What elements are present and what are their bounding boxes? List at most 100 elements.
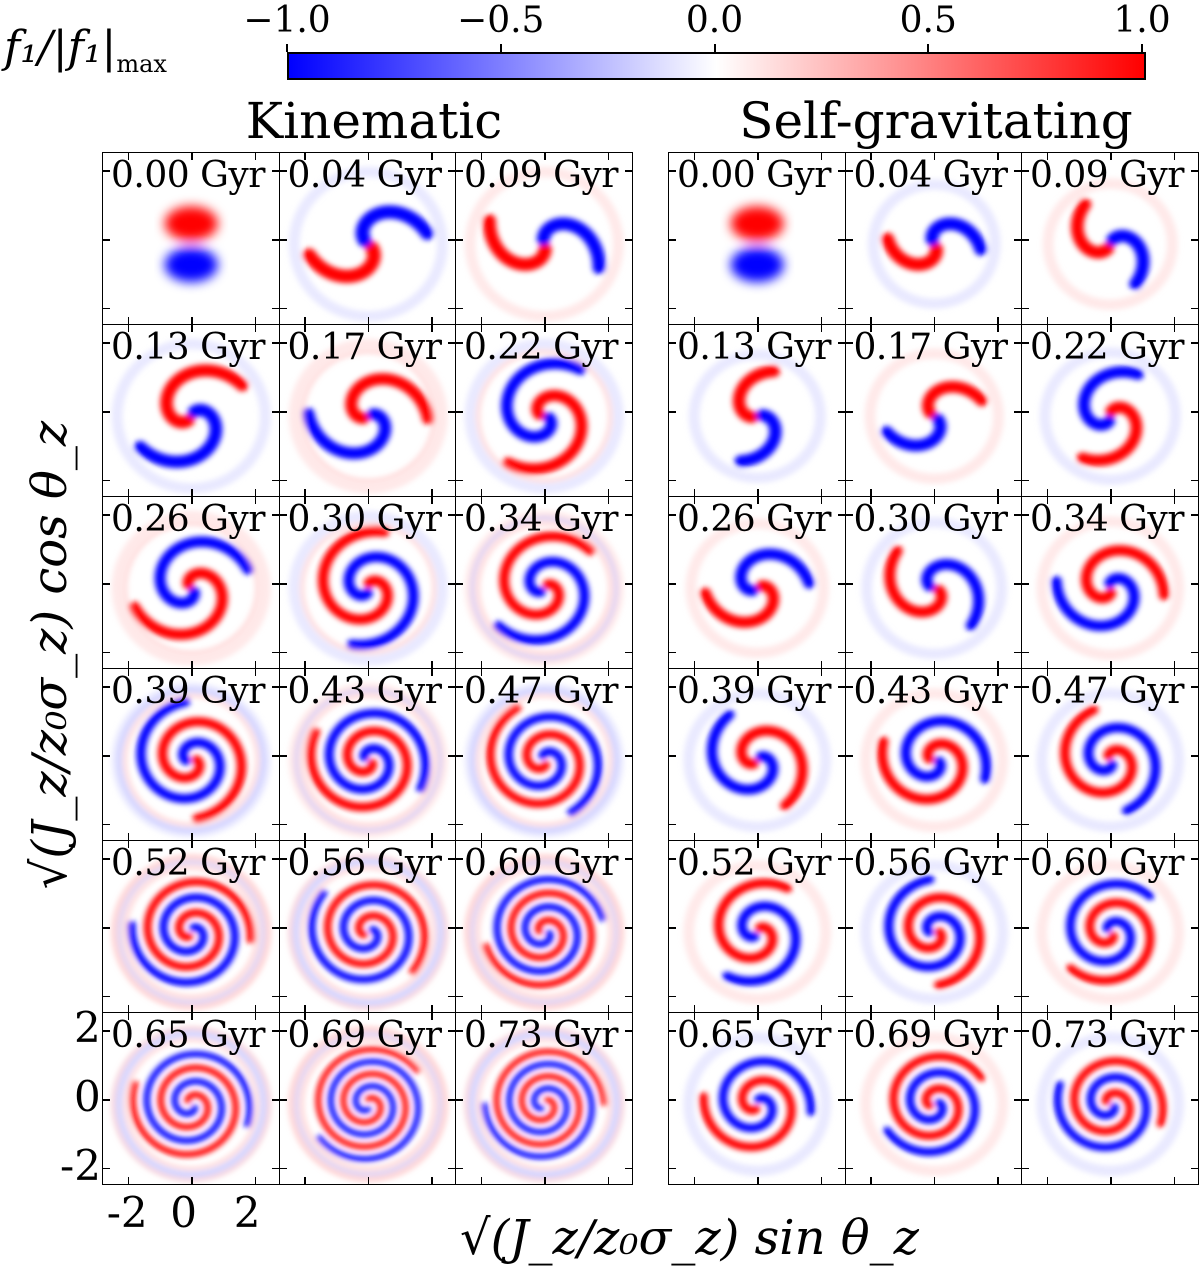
- x-tick-mark: [480, 1013, 483, 1020]
- x-tick-mark: [607, 1177, 610, 1184]
- x-tick-mark: [870, 153, 872, 160]
- y-tick-mark: [837, 686, 845, 688]
- x-tick-mark: [757, 497, 759, 504]
- outer-halo: [861, 517, 1007, 660]
- y-tick-mark: [1190, 307, 1198, 310]
- x-tick-mark: [254, 1013, 257, 1020]
- outer-halo: [1036, 688, 1185, 833]
- outer-ring: [476, 1038, 612, 1170]
- heatmap-panel-self-gravitating-8: 0.34 Gyr: [1021, 496, 1199, 669]
- phase-spiral-plot: [288, 166, 448, 322]
- negative-lobe: [730, 247, 784, 282]
- phase-spiral-plot: [464, 166, 624, 322]
- heatmap-panel-kinematic-15: 0.65 Gyr: [102, 1012, 280, 1185]
- outer-ring: [300, 522, 436, 654]
- y-tick-mark: [271, 342, 279, 344]
- x-tick-label: -2: [106, 1188, 148, 1237]
- x-tick-mark: [933, 661, 936, 668]
- negative-spiral-arm: [324, 708, 430, 794]
- x-tick-mark: [1046, 497, 1049, 504]
- group-title-self-gravitating: Self-gravitating: [739, 92, 1133, 150]
- x-tick-mark: [367, 497, 370, 504]
- time-label: 0.60 Gyr: [1030, 843, 1184, 884]
- y-tick-mark: [1014, 823, 1021, 826]
- positive-spiral-arm: [880, 232, 943, 271]
- y-tick-mark: [279, 823, 287, 826]
- x-tick-mark: [1046, 669, 1049, 676]
- y-tick-mark: [1022, 858, 1029, 860]
- y-tick-mark: [103, 170, 110, 172]
- y-tick-mark: [279, 479, 287, 482]
- heatmap-panel-self-gravitating-14: 0.60 Gyr: [1021, 840, 1199, 1013]
- heatmap-panel-self-gravitating-15: 0.65 Gyr: [668, 1012, 846, 1185]
- y-tick-mark: [845, 755, 853, 757]
- y-tick-mark: [669, 1167, 676, 1170]
- x-tick-mark: [544, 669, 546, 676]
- time-label: 0.73 Gyr: [1030, 1015, 1184, 1056]
- positive-spiral-arm: [482, 214, 552, 271]
- y-tick-label: 2: [74, 1003, 101, 1053]
- y-tick-mark: [1014, 927, 1021, 929]
- y-tick-mark: [1022, 755, 1029, 757]
- y-tick-mark: [271, 479, 279, 482]
- x-tick-mark: [1173, 317, 1176, 324]
- y-tick-mark: [1014, 1099, 1021, 1101]
- x-tick-mark: [304, 841, 306, 848]
- x-tick-mark: [191, 841, 193, 848]
- negative-spiral-arm: [493, 556, 590, 645]
- y-tick-mark: [1190, 1030, 1198, 1032]
- x-tick-mark: [1110, 325, 1112, 332]
- x-tick-mark: [820, 497, 823, 504]
- heatmap-panel-kinematic-12: 0.52 Gyr: [102, 840, 280, 1013]
- y-tick-mark: [669, 239, 676, 241]
- y-tick-mark: [1190, 1099, 1198, 1101]
- negative-spiral-arm: [134, 403, 223, 468]
- outer-halo: [288, 854, 448, 1010]
- x-tick-mark: [1110, 497, 1112, 504]
- negative-spiral-arm: [880, 413, 946, 452]
- outer-ring: [300, 1038, 436, 1170]
- y-tick-mark: [1014, 307, 1021, 310]
- positive-spiral-arm: [876, 736, 968, 805]
- x-tick-mark: [304, 497, 306, 504]
- x-tick-mark: [607, 1013, 610, 1020]
- time-label: 0.00 Gyr: [111, 155, 265, 196]
- time-label: 0.09 Gyr: [1030, 155, 1184, 196]
- x-tick-mark: [1046, 833, 1049, 840]
- y-tick-mark: [669, 651, 676, 654]
- outer-halo: [1036, 516, 1185, 661]
- phase-spiral-plot: [464, 682, 624, 838]
- x-tick-mark: [544, 497, 546, 504]
- outer-ring: [476, 866, 612, 998]
- negative-spiral-arm: [920, 558, 984, 631]
- y-tick-mark: [837, 823, 845, 826]
- phase-spiral-plot: [683, 688, 832, 833]
- outer-halo: [111, 510, 271, 666]
- y-tick-mark: [456, 755, 463, 757]
- negative-spiral-arm: [536, 217, 606, 275]
- y-tick-mark: [669, 858, 676, 860]
- time-label: 0.09 Gyr: [464, 155, 618, 196]
- x-tick-mark: [757, 669, 759, 676]
- x-tick-mark: [431, 669, 433, 676]
- heatmap-panel-self-gravitating-12: 0.52 Gyr: [668, 840, 846, 1013]
- x-tick-mark: [820, 489, 823, 496]
- y-tick-mark: [456, 686, 463, 688]
- y-tick-mark: [271, 514, 279, 516]
- x-tick-mark: [127, 1013, 130, 1020]
- x-tick-mark: [304, 317, 306, 324]
- y-tick-mark: [624, 411, 632, 413]
- y-tick-mark: [456, 927, 463, 929]
- positive-spiral-arm: [736, 725, 808, 811]
- x-tick-mark: [304, 1177, 306, 1184]
- y-tick-mark: [845, 411, 853, 413]
- outer-halo: [683, 860, 832, 1005]
- y-tick-mark: [456, 411, 463, 413]
- outer-halo: [111, 1026, 271, 1182]
- colorbar-tick-mark: [713, 44, 716, 52]
- x-tick-mark: [933, 841, 936, 848]
- y-tick-mark: [624, 927, 632, 929]
- x-tick-mark: [480, 497, 483, 504]
- y-tick-mark: [279, 1030, 287, 1032]
- x-tick-mark: [1110, 317, 1112, 324]
